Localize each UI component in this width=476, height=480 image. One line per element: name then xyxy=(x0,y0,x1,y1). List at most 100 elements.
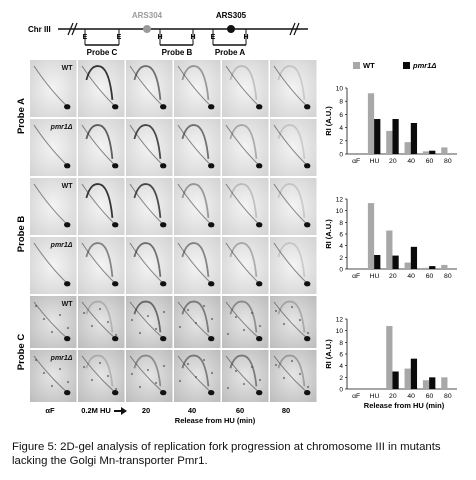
bar-wt xyxy=(367,93,375,154)
gel-image xyxy=(174,237,221,294)
x-tick-label: 80 xyxy=(444,393,452,400)
strain-label: WT xyxy=(62,65,74,72)
y-tick-label: 0 xyxy=(339,267,343,274)
x-tick-label: HU xyxy=(370,393,380,400)
bar-wt xyxy=(422,267,430,269)
panel-label-probe-a: Probe A xyxy=(16,98,27,134)
bar-wt xyxy=(422,380,430,389)
gel-image xyxy=(270,178,317,235)
bar-wt xyxy=(441,377,448,389)
strain-label: pmr1Δ xyxy=(50,124,73,131)
gel-image xyxy=(30,237,77,294)
chromosome-label: Chr III xyxy=(28,25,51,34)
gel-image xyxy=(270,119,317,176)
y-tick-label: 4 xyxy=(339,125,343,132)
gel-image xyxy=(270,237,317,294)
x-tick-label: 20 xyxy=(389,273,397,280)
legend-label: pmr1Δ xyxy=(412,61,436,70)
x-tick-label: αF xyxy=(352,273,360,280)
x-tick-label: 40 xyxy=(407,393,415,400)
bar-chart-probe-a: 0 2 4 6 8 10 RI (A.U.) αF HU 20 40 60 80 WT pmr1Δ xyxy=(324,61,457,165)
x-tick-label: αF xyxy=(352,158,360,165)
y-tick-label: 6 xyxy=(339,232,343,239)
gel-image xyxy=(174,350,221,402)
y-tick-label: 10 xyxy=(336,328,344,335)
bar-pmr1 xyxy=(429,377,436,389)
y-tick-label: 6 xyxy=(339,112,343,119)
x-tick-label: 20 xyxy=(389,393,397,400)
strain-label: pmr1Δ xyxy=(50,355,73,362)
bar-pmr1 xyxy=(410,122,418,154)
y-tick-label: 2 xyxy=(339,255,343,262)
gel-image xyxy=(222,60,269,117)
gel-image xyxy=(270,296,317,348)
gel-image xyxy=(222,178,269,235)
bar-wt xyxy=(386,130,393,154)
bar-pmr1 xyxy=(392,255,399,269)
panel-label-probe-b: Probe B xyxy=(16,216,27,253)
gel-image xyxy=(174,296,221,348)
y-axis-label: RI (A.U.) xyxy=(324,339,333,369)
y-tick-label: 0 xyxy=(339,152,343,159)
bar-wt xyxy=(441,147,448,154)
bar-wt xyxy=(367,203,375,269)
gel-image xyxy=(126,178,173,235)
x-tick-label: 20 xyxy=(389,158,397,165)
chromosome-map: Chr III ARS304 ARS305 E E H H E H xyxy=(28,11,308,57)
site-label: E xyxy=(117,34,122,41)
y-tick-label: 2 xyxy=(339,138,343,145)
origin-ars305 xyxy=(227,25,235,33)
gel-image xyxy=(270,350,317,402)
legend-swatch xyxy=(353,62,360,69)
x-tick-label: 40 xyxy=(407,273,415,280)
bar-wt xyxy=(404,142,411,154)
probe-b-label: Probe B xyxy=(162,48,193,57)
probe-c-label: Probe C xyxy=(87,48,118,57)
bar-wt xyxy=(386,326,393,389)
bar-pmr1 xyxy=(410,246,418,269)
y-tick-label: 10 xyxy=(336,86,344,93)
bar-chart-probe-b: 0 2 4 6 8 10 12 RI (A.U.) αF HU 20 40 60 80 xyxy=(324,197,457,280)
gel-image xyxy=(78,60,125,117)
gel-image xyxy=(174,119,221,176)
gel-image xyxy=(30,60,77,117)
y-tick-label: 8 xyxy=(339,220,343,227)
bar-pmr1 xyxy=(410,358,418,389)
gel-image xyxy=(126,119,173,176)
probe-a-label: Probe A xyxy=(215,48,246,57)
y-tick-label: 0 xyxy=(339,387,343,394)
legend-label: WT xyxy=(363,61,375,70)
x-axis-label: Release from HU (min) xyxy=(364,401,445,410)
gel-image xyxy=(78,119,125,176)
gel-image xyxy=(270,60,317,117)
strain-label: WT xyxy=(62,183,74,190)
site-label: E xyxy=(83,34,88,41)
y-axis-label: RI (A.U.) xyxy=(324,219,333,249)
site-label: H xyxy=(190,34,195,41)
panel-label-probe-c: Probe C xyxy=(16,334,27,371)
gel-column-label: 0.2M HU xyxy=(81,406,111,415)
y-tick-label: 6 xyxy=(339,352,343,359)
x-tick-label: 80 xyxy=(444,158,452,165)
legend-swatch xyxy=(403,62,410,69)
x-tick-label: 60 xyxy=(426,158,434,165)
gel-image xyxy=(126,350,173,402)
bar-pmr1 xyxy=(392,119,399,154)
gel-image xyxy=(30,178,77,235)
bar-pmr1 xyxy=(374,119,381,154)
gel-column-label: 80 xyxy=(282,406,290,415)
site-label: H xyxy=(243,34,248,41)
x-tick-label: 60 xyxy=(426,393,434,400)
break-mark-left xyxy=(67,22,78,36)
restriction-sites xyxy=(84,29,247,45)
site-label: H xyxy=(157,34,162,41)
y-tick-label: 10 xyxy=(336,208,344,215)
x-tick-label: HU xyxy=(370,273,380,280)
gel-image xyxy=(30,119,77,176)
origin-ars304 xyxy=(143,25,151,33)
gel-image xyxy=(174,60,221,117)
y-tick-label: 2 xyxy=(339,375,343,382)
gel-image xyxy=(174,178,221,235)
